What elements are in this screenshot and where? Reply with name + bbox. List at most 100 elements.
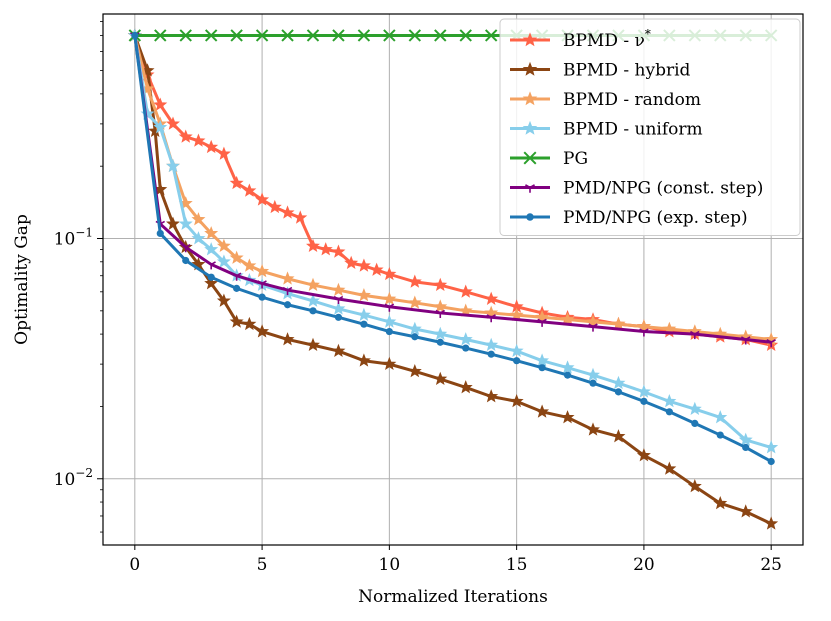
data-point bbox=[229, 314, 244, 328]
data-point bbox=[383, 29, 396, 42]
series-line bbox=[133, 35, 772, 463]
plot-frame bbox=[102, 13, 804, 546]
data-point bbox=[306, 29, 320, 42]
y-axis-label: Optimality Gap bbox=[12, 214, 32, 345]
data-point bbox=[229, 250, 244, 264]
data-point bbox=[560, 312, 575, 326]
series-2 bbox=[127, 28, 779, 346]
data-point bbox=[589, 379, 597, 387]
data-point bbox=[191, 231, 206, 245]
data-point bbox=[716, 431, 724, 439]
data-point bbox=[318, 242, 333, 256]
data-point bbox=[662, 461, 677, 475]
data-point bbox=[258, 293, 266, 301]
data-point bbox=[166, 216, 180, 230]
data-point bbox=[281, 29, 294, 42]
data-point bbox=[459, 29, 472, 42]
data-point bbox=[740, 336, 751, 345]
data-point bbox=[306, 293, 320, 307]
data-point bbox=[344, 255, 359, 270]
data-point bbox=[255, 264, 270, 278]
data-point bbox=[331, 301, 346, 315]
data-point bbox=[411, 333, 419, 341]
data-point bbox=[523, 151, 537, 165]
data-point bbox=[204, 29, 218, 42]
data-point bbox=[560, 410, 575, 424]
data-point bbox=[458, 332, 473, 346]
data-point bbox=[230, 29, 243, 42]
legend-label: PMD/NPG (const. step) bbox=[563, 179, 763, 199]
data-point bbox=[255, 324, 270, 338]
data-point bbox=[611, 316, 626, 331]
data-point bbox=[560, 360, 575, 374]
data-point bbox=[280, 205, 295, 219]
data-point bbox=[309, 307, 317, 315]
x-axis-label: Normalized Iterations bbox=[358, 587, 548, 607]
data-point bbox=[407, 295, 422, 309]
data-point bbox=[153, 120, 168, 134]
data-point bbox=[331, 282, 346, 297]
legend-label-base: BPMD - ν bbox=[563, 31, 645, 51]
legend-item: PMD/NPG (exp. step) bbox=[510, 208, 748, 228]
data-point bbox=[522, 120, 538, 135]
data-point bbox=[764, 440, 779, 454]
data-point bbox=[535, 404, 550, 418]
x-tick-label: 25 bbox=[760, 555, 782, 575]
data-point bbox=[614, 388, 623, 396]
data-point bbox=[204, 139, 219, 154]
data-point bbox=[216, 146, 231, 160]
data-point bbox=[178, 216, 193, 230]
data-point bbox=[538, 364, 546, 372]
legend-label: BPMD - random bbox=[563, 90, 701, 110]
data-point bbox=[436, 338, 444, 346]
data-point bbox=[434, 29, 447, 42]
legend-item: BPMD - uniform bbox=[510, 120, 703, 140]
y-tick-base: 10 bbox=[54, 470, 76, 490]
data-point bbox=[207, 273, 215, 281]
x-tick-label: 10 bbox=[379, 555, 401, 575]
data-point bbox=[665, 408, 673, 416]
data-point bbox=[140, 106, 155, 120]
data-point bbox=[283, 301, 292, 309]
legend-item: PMD/NPG (const. step) bbox=[510, 179, 763, 199]
data-point bbox=[332, 29, 345, 42]
data-point bbox=[216, 293, 231, 307]
y-tick-base: 10 bbox=[54, 230, 76, 250]
data-point bbox=[179, 29, 192, 42]
data-point bbox=[191, 133, 206, 147]
data-point bbox=[433, 371, 448, 385]
data-point bbox=[433, 299, 448, 313]
data-point bbox=[356, 307, 371, 322]
data-point bbox=[535, 353, 550, 367]
data-point bbox=[586, 314, 600, 328]
data-point bbox=[767, 457, 775, 466]
data-point bbox=[204, 242, 219, 256]
data-point bbox=[586, 422, 600, 436]
data-point bbox=[484, 291, 499, 305]
data-point bbox=[484, 389, 499, 403]
legend-item: BPMD - ν* bbox=[510, 27, 651, 51]
data-point bbox=[257, 280, 267, 289]
data-point bbox=[178, 129, 193, 143]
data-point bbox=[525, 184, 535, 193]
legend: BPMD - ν* BPMD - hybrid BPMD - random BPMD … bbox=[499, 18, 801, 236]
series-layer bbox=[127, 28, 779, 530]
data-point bbox=[588, 323, 598, 332]
data-point bbox=[293, 210, 308, 224]
data-point bbox=[522, 32, 538, 47]
data-point bbox=[331, 343, 346, 358]
data-point bbox=[229, 175, 244, 190]
data-point bbox=[382, 266, 397, 281]
data-point bbox=[662, 394, 677, 408]
data-point bbox=[766, 339, 776, 348]
data-point bbox=[509, 343, 524, 358]
data-point bbox=[384, 303, 395, 312]
data-point bbox=[360, 320, 368, 328]
legend-item: BPMD - hybrid bbox=[510, 61, 691, 81]
data-point bbox=[563, 371, 572, 379]
data-point bbox=[206, 261, 216, 270]
data-point bbox=[180, 244, 191, 253]
data-point bbox=[306, 238, 320, 253]
